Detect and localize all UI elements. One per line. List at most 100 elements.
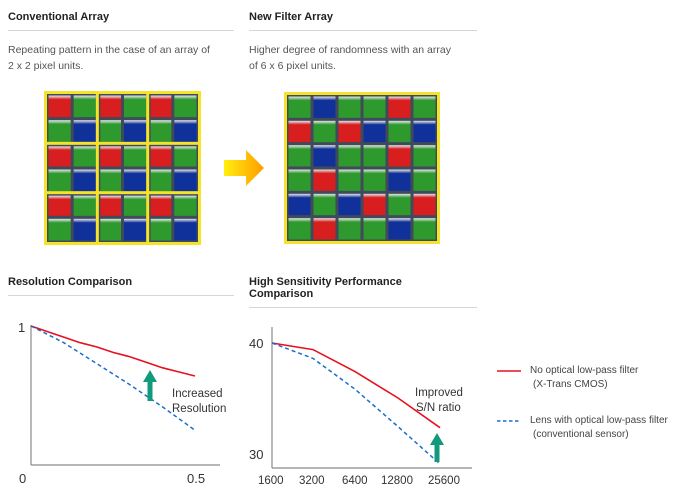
pixel-red (388, 145, 411, 167)
pixel-green (313, 193, 336, 216)
conventional-description-line1: Repeating pattern in the case of an arra… (8, 44, 210, 56)
pixel-blue (124, 218, 147, 241)
pixel-blue (363, 120, 386, 143)
conventional-pixel-grid (47, 94, 198, 242)
grid-separator-background (47, 94, 198, 242)
pixel-green (100, 169, 121, 192)
pixel-green (150, 169, 172, 192)
pixel-blue (174, 169, 197, 192)
pixel-blue (124, 120, 147, 142)
sensitivity-x-tick-label: 25600 (428, 475, 460, 487)
new-filter-description-line1: Higher degree of randomness with an arra… (249, 44, 451, 56)
conventional-array-title: Conventional Array (8, 11, 110, 23)
resolution-chart: 1 0 0.5 Increased Resolution (18, 320, 226, 486)
resolution-series-conventional-line (30, 325, 196, 431)
sensitivity-divider (249, 307, 477, 308)
sensitivity-chart: 40 30 1600 3200 6400 12800 25600 Improved S/… (249, 327, 472, 487)
pixel-red (413, 193, 436, 216)
pixel-blue (288, 193, 311, 216)
pixel-green (174, 195, 197, 216)
pixel-red (150, 195, 172, 216)
pixel-blue (313, 96, 336, 118)
pixel-blue (174, 120, 197, 142)
pixel-red (150, 95, 172, 118)
new-filter-divider (249, 30, 477, 31)
right-arrow-icon (222, 148, 266, 188)
sensitivity-y-tick-label-top: 40 (249, 336, 263, 351)
legend-item-conventional-line2: (conventional sensor) (533, 429, 629, 440)
pixel-green (413, 145, 436, 167)
legend-item-conventional: Lens with optical low-pass filter (conve… (530, 414, 668, 442)
conventional-description-line2: 2 x 2 pixel units. (8, 60, 84, 72)
pixel-red (100, 146, 121, 167)
pixel-green (338, 145, 361, 167)
pixel-green (124, 95, 147, 118)
sensitivity-x-tick-label: 3200 (299, 475, 325, 487)
block-divider-vertical (146, 94, 150, 242)
resolution-x-tick-label-start: 0 (19, 471, 26, 486)
new-filter-description-line2: of 6 x 6 pixel units. (249, 60, 336, 72)
legend-item-xtrans-line2: (X-Trans CMOS) (533, 379, 608, 390)
pixel-green (73, 146, 96, 167)
pixel-blue (174, 218, 197, 241)
pixel-red (48, 146, 71, 167)
pixel-green (388, 120, 411, 143)
pixel-green (413, 218, 436, 240)
conventional-description: Repeating pattern in the case of an arra… (8, 42, 210, 74)
pixel-red (288, 120, 311, 143)
pixel-green (288, 169, 311, 191)
pixel-red (100, 195, 121, 216)
pixel-green (363, 169, 386, 191)
pixel-blue (73, 120, 96, 142)
resolution-annotation-line1: Increased (172, 388, 223, 400)
new-filter-array-title: New Filter Array (249, 11, 333, 23)
pixel-green (73, 95, 96, 118)
pixel-blue (413, 120, 436, 143)
pixel-green (313, 120, 336, 143)
pixel-green (100, 120, 121, 142)
conventional-divider (8, 30, 234, 31)
sensitivity-series-xtrans-line (271, 342, 441, 429)
block-divider-horizontal (47, 191, 198, 195)
resolution-annotation-line2: Resolution (172, 403, 226, 415)
pixel-blue (388, 169, 411, 191)
pixel-red (363, 193, 386, 216)
conventional-pixel-array (44, 91, 201, 245)
pixel-green (73, 195, 96, 216)
pixel-blue (73, 218, 96, 241)
resolution-divider (8, 295, 234, 296)
sensitivity-y-tick-label-bottom: 30 (249, 447, 263, 462)
pixel-green (124, 146, 147, 167)
pixel-blue (313, 145, 336, 167)
sensitivity-x-tick-label: 1600 (258, 475, 284, 487)
pixel-green (48, 218, 71, 241)
pixel-red (48, 95, 71, 118)
new-filter-description: Higher degree of randomness with an arra… (249, 42, 451, 74)
resolution-x-tick-label-end: 0.5 (187, 471, 205, 486)
pixel-blue (73, 169, 96, 192)
sensitivity-comparison-title: High Sensitivity Performance Comparison (249, 276, 402, 300)
pixel-blue (338, 193, 361, 216)
pixel-green (150, 120, 172, 142)
pixel-red (100, 95, 121, 118)
pixel-green (388, 193, 411, 216)
pixel-green (363, 218, 386, 240)
resolution-comparison-title: Resolution Comparison (8, 276, 133, 288)
legend-item-xtrans: No optical low-pass filter (X-Trans CMOS… (530, 364, 638, 392)
pixel-green (288, 145, 311, 167)
pixel-red (313, 218, 336, 240)
pixel-green (338, 218, 361, 240)
pixel-blue (124, 169, 147, 192)
pixel-green (338, 169, 361, 191)
pixel-red (313, 169, 336, 191)
pixel-green (124, 195, 147, 216)
sensitivity-annotation-line1: Improved (415, 387, 463, 399)
legend-item-conventional-line1: Lens with optical low-pass filter (530, 415, 668, 426)
improved-sn-arrow-icon (430, 433, 444, 462)
block-divider-vertical (95, 94, 99, 242)
pixel-green (413, 96, 436, 118)
pixel-green (363, 96, 386, 118)
legend-item-xtrans-line1: No optical low-pass filter (530, 365, 639, 376)
resolution-y-tick-label: 1 (18, 320, 25, 335)
